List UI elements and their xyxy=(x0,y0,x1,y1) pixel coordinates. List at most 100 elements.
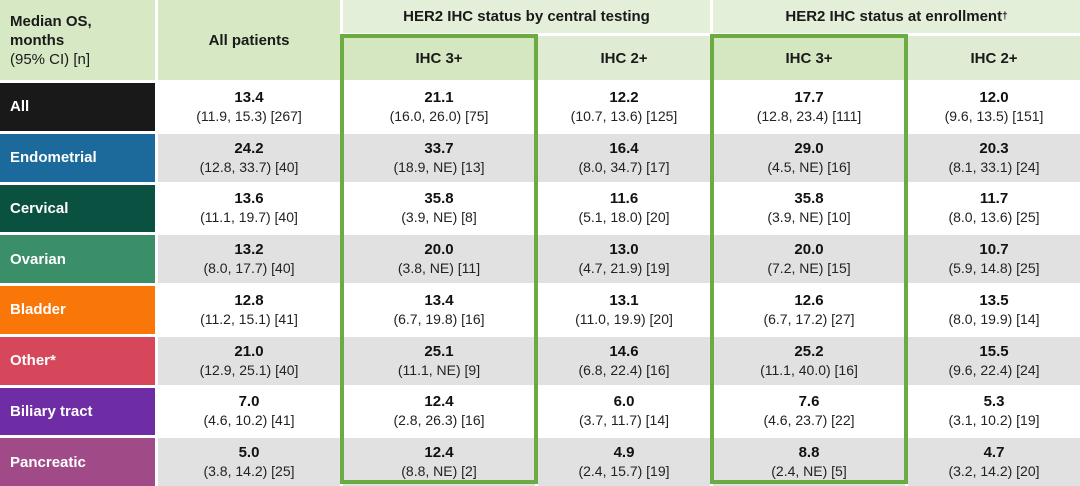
table-cell: 29.0 (4.5, NE) [16] xyxy=(713,133,905,182)
ci-value: (10.7, 13.6) [125] xyxy=(570,107,678,124)
median-value: 16.4 xyxy=(609,139,639,157)
ci-value: (7.2, NE) [15] xyxy=(767,260,851,277)
median-value: 4.9 xyxy=(613,444,635,462)
row-label-cervical: Cervical xyxy=(0,184,155,233)
row-label-other: Other* xyxy=(0,336,155,385)
column-header-central-ihc2: IHC 2+ xyxy=(538,36,710,80)
ci-value: (8.0, 19.9) [14] xyxy=(948,310,1040,327)
table-cell: 12.4 (8.8, NE) [2] xyxy=(343,438,535,486)
ci-value: (4.6, 10.2) [41] xyxy=(203,412,295,429)
median-value: 24.2 xyxy=(234,139,264,157)
table-cell: 12.4 (2.8, 26.3) [16] xyxy=(343,387,535,436)
median-value: 12.2 xyxy=(609,88,639,106)
corner-header-line3: (95% CI) [n] xyxy=(10,50,91,68)
ci-value: (8.1, 33.1) [24] xyxy=(948,158,1040,175)
ci-value: (11.1, 19.7) [40] xyxy=(200,209,298,226)
corner-header-line2: months xyxy=(10,31,65,49)
ci-value: (11.0, 19.9) [20] xyxy=(575,310,673,327)
median-value: 13.4 xyxy=(424,291,454,309)
table-cell: 35.8 (3.9, NE) [10] xyxy=(713,184,905,233)
ci-value: (12.8, 23.4) [111] xyxy=(756,107,862,124)
table-cell: 15.5 (9.6, 22.4) [24] xyxy=(908,336,1080,385)
ci-value: (3.7, 11.7) [14] xyxy=(578,412,669,429)
table-cell: 20.0 (3.8, NE) [11] xyxy=(343,235,535,283)
ci-value: (3.1, 10.2) [19] xyxy=(948,412,1040,429)
median-value: 7.0 xyxy=(238,393,260,411)
ci-value: (3.2, 14.2) [20] xyxy=(948,463,1040,480)
ci-value: (4.6, 23.7) [22] xyxy=(763,412,855,429)
ci-value: (6.7, 19.8) [16] xyxy=(393,310,485,327)
median-value: 12.4 xyxy=(424,444,454,462)
table-cell: 13.6 (11.1, 19.7) [40] xyxy=(158,184,340,233)
median-value: 8.8 xyxy=(798,444,820,462)
column-header-all-patients: All patients xyxy=(158,0,340,80)
ci-value: (2.8, 26.3) [16] xyxy=(393,412,485,429)
row-label-ovarian: Ovarian xyxy=(0,235,155,283)
group-header-central-testing: HER2 IHC status by central testing xyxy=(343,0,710,33)
row-label-pancreatic: Pancreatic xyxy=(0,438,155,486)
table-cell: 7.0 (4.6, 10.2) [41] xyxy=(158,387,340,436)
table-cell: 13.5 (8.0, 19.9) [14] xyxy=(908,286,1080,334)
corner-header: Median OS, months (95% CI) [n] xyxy=(0,0,155,80)
group-header-enrollment: HER2 IHC status at enrollment † xyxy=(713,0,1080,33)
median-value: 13.1 xyxy=(609,291,639,309)
ci-value: (3.9, NE) [10] xyxy=(767,209,851,226)
ci-value: (18.9, NE) [13] xyxy=(393,158,485,175)
table-cell: 4.9 (2.4, 15.7) [19] xyxy=(538,438,710,486)
ci-value: (5.1, 18.0) [20] xyxy=(578,209,670,226)
table-cell: 8.8 (2.4, NE) [5] xyxy=(713,438,905,486)
table-cell: 13.4 (6.7, 19.8) [16] xyxy=(343,286,535,334)
median-value: 5.0 xyxy=(238,444,260,462)
median-value: 10.7 xyxy=(979,241,1009,259)
median-value: 20.0 xyxy=(794,241,824,259)
ci-value: (9.6, 22.4) [24] xyxy=(948,361,1040,378)
median-value: 11.7 xyxy=(979,190,1009,208)
ci-value: (11.1, NE) [9] xyxy=(397,361,481,378)
column-header-enroll-ihc2: IHC 2+ xyxy=(908,36,1080,80)
table-cell: 12.0 (9.6, 13.5) [151] xyxy=(908,83,1080,131)
ci-value: (3.9, NE) [8] xyxy=(401,209,477,226)
table-cell: 12.8 (11.2, 15.1) [41] xyxy=(158,286,340,334)
table-cell: 13.0 (4.7, 21.9) [19] xyxy=(538,235,710,283)
table-cell: 25.2 (11.1, 40.0) [16] xyxy=(713,336,905,385)
table-cell: 12.2 (10.7, 13.6) [125] xyxy=(538,83,710,131)
ci-value: (3.8, 14.2) [25] xyxy=(203,463,295,480)
corner-header-line1: Median OS, xyxy=(10,12,92,30)
row-label-endometrial: Endometrial xyxy=(0,133,155,182)
median-value: 12.6 xyxy=(794,291,824,309)
median-value: 14.6 xyxy=(609,342,639,360)
median-value: 12.8 xyxy=(234,291,264,309)
row-label-biliary-tract: Biliary tract xyxy=(0,387,155,436)
ci-value: (5.9, 14.8) [25] xyxy=(948,260,1040,277)
ci-value: (8.0, 13.6) [25] xyxy=(948,209,1040,226)
median-value: 21.0 xyxy=(234,342,264,360)
group-header-enrollment-label: HER2 IHC status at enrollment xyxy=(785,8,1003,25)
median-value: 29.0 xyxy=(794,139,824,157)
table-cell: 6.0 (3.7, 11.7) [14] xyxy=(538,387,710,436)
table-cell: 13.4 (11.9, 15.3) [267] xyxy=(158,83,340,131)
ci-value: (2.4, 15.7) [19] xyxy=(578,463,670,480)
table-cell: 12.6 (6.7, 17.2) [27] xyxy=(713,286,905,334)
median-value: 12.0 xyxy=(979,88,1009,106)
median-value: 13.2 xyxy=(234,241,264,259)
median-value: 13.5 xyxy=(979,291,1009,309)
median-value: 25.2 xyxy=(794,342,824,360)
ci-value: (8.0, 17.7) [40] xyxy=(203,260,295,277)
table-cell: 33.7 (18.9, NE) [13] xyxy=(343,133,535,182)
ci-value: (4.7, 21.9) [19] xyxy=(578,260,670,277)
group-header-central-label: HER2 IHC status by central testing xyxy=(403,8,650,25)
ci-value: (11.9, 15.3) [267] xyxy=(196,107,302,124)
row-label-bladder: Bladder xyxy=(0,286,155,334)
median-value: 5.3 xyxy=(983,393,1005,411)
median-value: 17.7 xyxy=(794,88,824,106)
ci-value: (12.8, 33.7) [40] xyxy=(199,158,299,175)
table-cell: 11.6 (5.1, 18.0) [20] xyxy=(538,184,710,233)
median-value: 15.5 xyxy=(979,342,1009,360)
table-cell: 16.4 (8.0, 34.7) [17] xyxy=(538,133,710,182)
median-value: 35.8 xyxy=(794,190,824,208)
median-value: 13.4 xyxy=(234,88,264,106)
ci-value: (11.2, 15.1) [41] xyxy=(200,310,298,327)
column-header-enroll-ihc3: IHC 3+ xyxy=(713,36,905,80)
ci-value: (8.8, NE) [2] xyxy=(401,463,477,480)
table-cell: 17.7 (12.8, 23.4) [111] xyxy=(713,83,905,131)
